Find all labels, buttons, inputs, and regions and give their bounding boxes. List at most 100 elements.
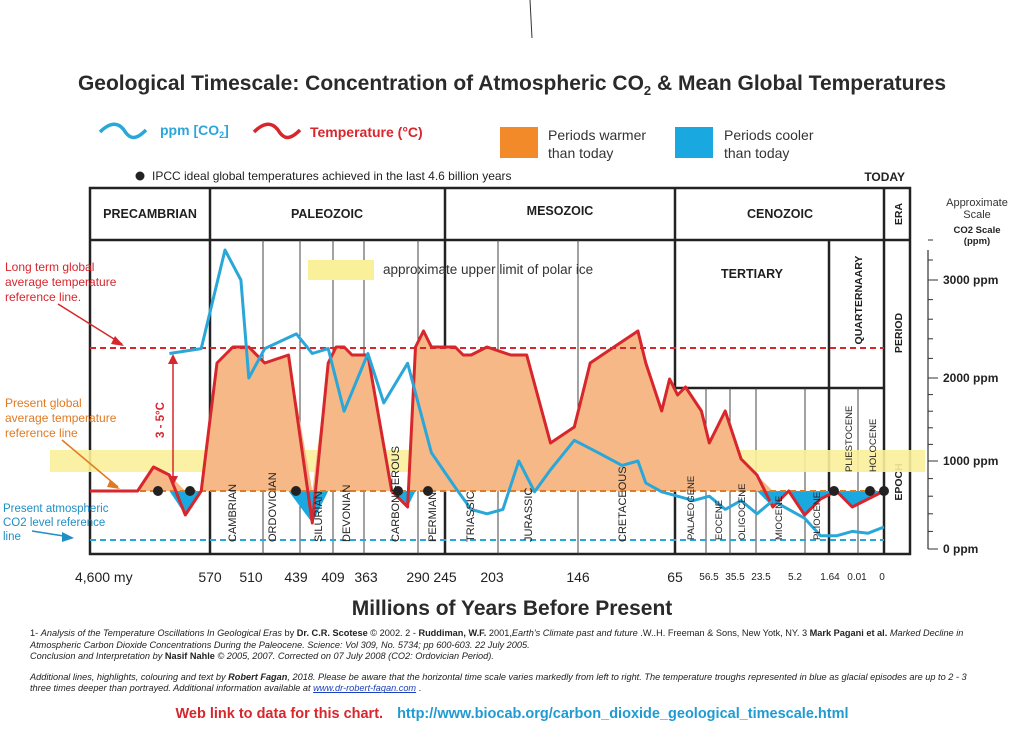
ref-text: 1- — [30, 628, 41, 638]
epoch-label: MIOCENE — [774, 496, 785, 540]
period-label: JURASSIC — [523, 488, 535, 542]
era-label: MESOZOIC — [527, 204, 594, 218]
ipcc-dot — [185, 486, 195, 496]
x-tick-label: 363 — [354, 569, 378, 585]
ref-author: Robert Fagan — [228, 671, 288, 682]
warm-period-fill — [90, 331, 884, 491]
ref-text: by — [281, 628, 297, 638]
ref-text: Analysis of the Temperature Oscillations… — [40, 628, 282, 638]
scale-tick-label: 3000 ppm — [943, 273, 998, 287]
period-label: CRETACEOUS — [617, 466, 629, 542]
ipcc-dot — [879, 486, 889, 496]
co2-line — [169, 248, 885, 538]
era-label: PALEOZOIC — [291, 207, 363, 221]
epoch-label: PLIOCENE — [812, 492, 823, 540]
co2-ref-note: Present atmospheric CO2 level reference … — [3, 503, 112, 543]
x-tick-label: 35.5 — [725, 572, 745, 583]
weblink-url[interactable]: http://www.biocab.org/carbon_dioxide_geo… — [397, 706, 849, 722]
ipcc-dot — [423, 486, 433, 496]
temperature-legend-swatch — [252, 122, 302, 140]
reference-paragraph-1: 1- Analysis of the Temperature Oscillati… — [30, 628, 990, 663]
x-tick-label: 439 — [284, 569, 308, 585]
row-label-era: ERA — [893, 202, 905, 225]
polar-ice-label: approximate upper limit of polar ice — [383, 262, 593, 277]
ref-text: Additional lines, highlights, colouring … — [30, 671, 229, 682]
quaternary-label: QUARTERNAARY — [853, 256, 865, 345]
ipcc-legend-dot — [135, 171, 145, 181]
ref-text: , 2018. Please be aware that the horizon… — [30, 671, 967, 694]
ipcc-dot — [829, 486, 839, 496]
delta-label: 3 - 5°C — [155, 402, 167, 438]
row-label-period: PERIOD — [893, 312, 905, 353]
ref-author: Dr. C.R. Scotese — [296, 628, 368, 638]
epoch-label: PALAEOGENE — [686, 476, 697, 540]
present-ref-note: Present global average temperature refer… — [5, 396, 120, 440]
polar-ice-legend-swatch — [308, 260, 374, 280]
ipcc-dots — [153, 486, 889, 496]
ref-author: Nasif Nahle — [164, 651, 215, 662]
period-label: ORDOVICIAN — [267, 472, 279, 542]
x-tick-label: 146 — [566, 569, 590, 585]
period-label: DEVONIAN — [341, 484, 353, 542]
ipcc-dot — [153, 486, 163, 496]
co2-legend-swatch — [98, 122, 148, 140]
cool-period-fill — [90, 491, 884, 523]
reference-paragraph-2: Additional lines, highlights, colouring … — [30, 672, 990, 695]
ipcc-note: IPCC ideal global temperatures achieved … — [152, 169, 512, 183]
ref-text: 2001, — [486, 628, 512, 638]
ref-text: .W..H. Freeman & Sons, New Yotk, NY. 3 — [637, 628, 810, 638]
x-tick-label: 0.01 — [847, 572, 867, 583]
epoch-labels: PALAEOGENE EOCENE OLIGOCENE MIOCENE PLIO… — [686, 406, 879, 540]
epoch-label: PLIESTOCENE — [844, 406, 855, 472]
scale-tick-label: 0 ppm — [943, 542, 978, 556]
ref-text: Marked Decline in Atmospheric Carbon Dio… — [30, 628, 964, 650]
ref-text: by — [150, 651, 165, 662]
co2-legend-label: ppm [CO2] — [160, 122, 229, 140]
ref-text: © 2005, 2007. Corrected on 07 July 2008 … — [214, 651, 494, 662]
x-tick-label: 570 — [198, 569, 222, 585]
ref-author: Ruddiman, W.F. — [418, 628, 487, 638]
x-axis-title: Millions of Years Before Present — [352, 597, 673, 620]
x-tick-label: 5.2 — [788, 572, 802, 583]
weblink-row: Web link to data for this chart. http://w… — [0, 706, 1024, 722]
epoch-label: HOLOCENE — [868, 419, 879, 472]
x-tick-label: 4,600 my — [75, 569, 133, 585]
ref-text: © 2002. 2 - — [367, 628, 419, 638]
scale-title: Approximate Scale — [946, 197, 1008, 221]
chart-title: Geological Timescale: Concentration of A… — [78, 72, 946, 98]
ref-author: Mark Pagani et al. — [809, 628, 888, 638]
period-label: CAMBRIAN — [227, 484, 239, 542]
present-ref-pointer — [61, 439, 119, 488]
tertiary-label: TERTIARY — [721, 267, 784, 281]
ref-text: . — [416, 683, 422, 694]
warmer-legend-label: Periods warmer than today — [548, 127, 646, 161]
long-term-ref-pointer — [57, 303, 123, 345]
x-tick-label: 245 — [433, 569, 457, 585]
today-label: TODAY — [864, 170, 905, 184]
temperature-line — [90, 329, 885, 525]
era-label: CENOZOIC — [747, 207, 813, 221]
long-term-ref-arrowhead — [111, 336, 124, 346]
cooler-legend-swatch — [675, 127, 713, 158]
geological-chart: Geological Timescale: Concentration of A… — [3, 0, 1008, 620]
period-label: TRIASSIC — [465, 491, 477, 542]
temperature-legend-label: Temperature (°C) — [310, 124, 423, 140]
x-tick-label: 203 — [480, 569, 504, 585]
x-tick-label: 0 — [879, 572, 885, 583]
author-website-link[interactable]: www.dr-robert-fagan.com — [313, 683, 417, 694]
x-tick-label: 409 — [321, 569, 345, 585]
present-ref-arrowhead — [107, 480, 120, 489]
period-label: SILURIAN — [313, 491, 325, 542]
x-tick-label: 65 — [667, 569, 683, 585]
row-label-epoch: EPOCH — [893, 463, 905, 500]
epoch-label: EOCENE — [714, 500, 725, 540]
top-divider — [529, 0, 533, 39]
x-tick-label: 56.5 — [699, 572, 719, 583]
scale-tick-label: 1000 ppm — [943, 454, 998, 468]
cooler-legend-label: Periods cooler than today — [724, 127, 814, 161]
era-label: PRECAMBRIAN — [103, 207, 197, 221]
co2-scale-axis: 3000 ppm 2000 ppm 1000 ppm 0 ppm — [927, 239, 998, 556]
weblink-label: Web link to data for this chart. — [175, 706, 384, 722]
ref-text: Conclusion and Interpretation — [30, 651, 151, 662]
x-axis-ticks: 4,600 my 570 510 439 409 363 290 245 203 146 65 56.… — [75, 569, 885, 585]
